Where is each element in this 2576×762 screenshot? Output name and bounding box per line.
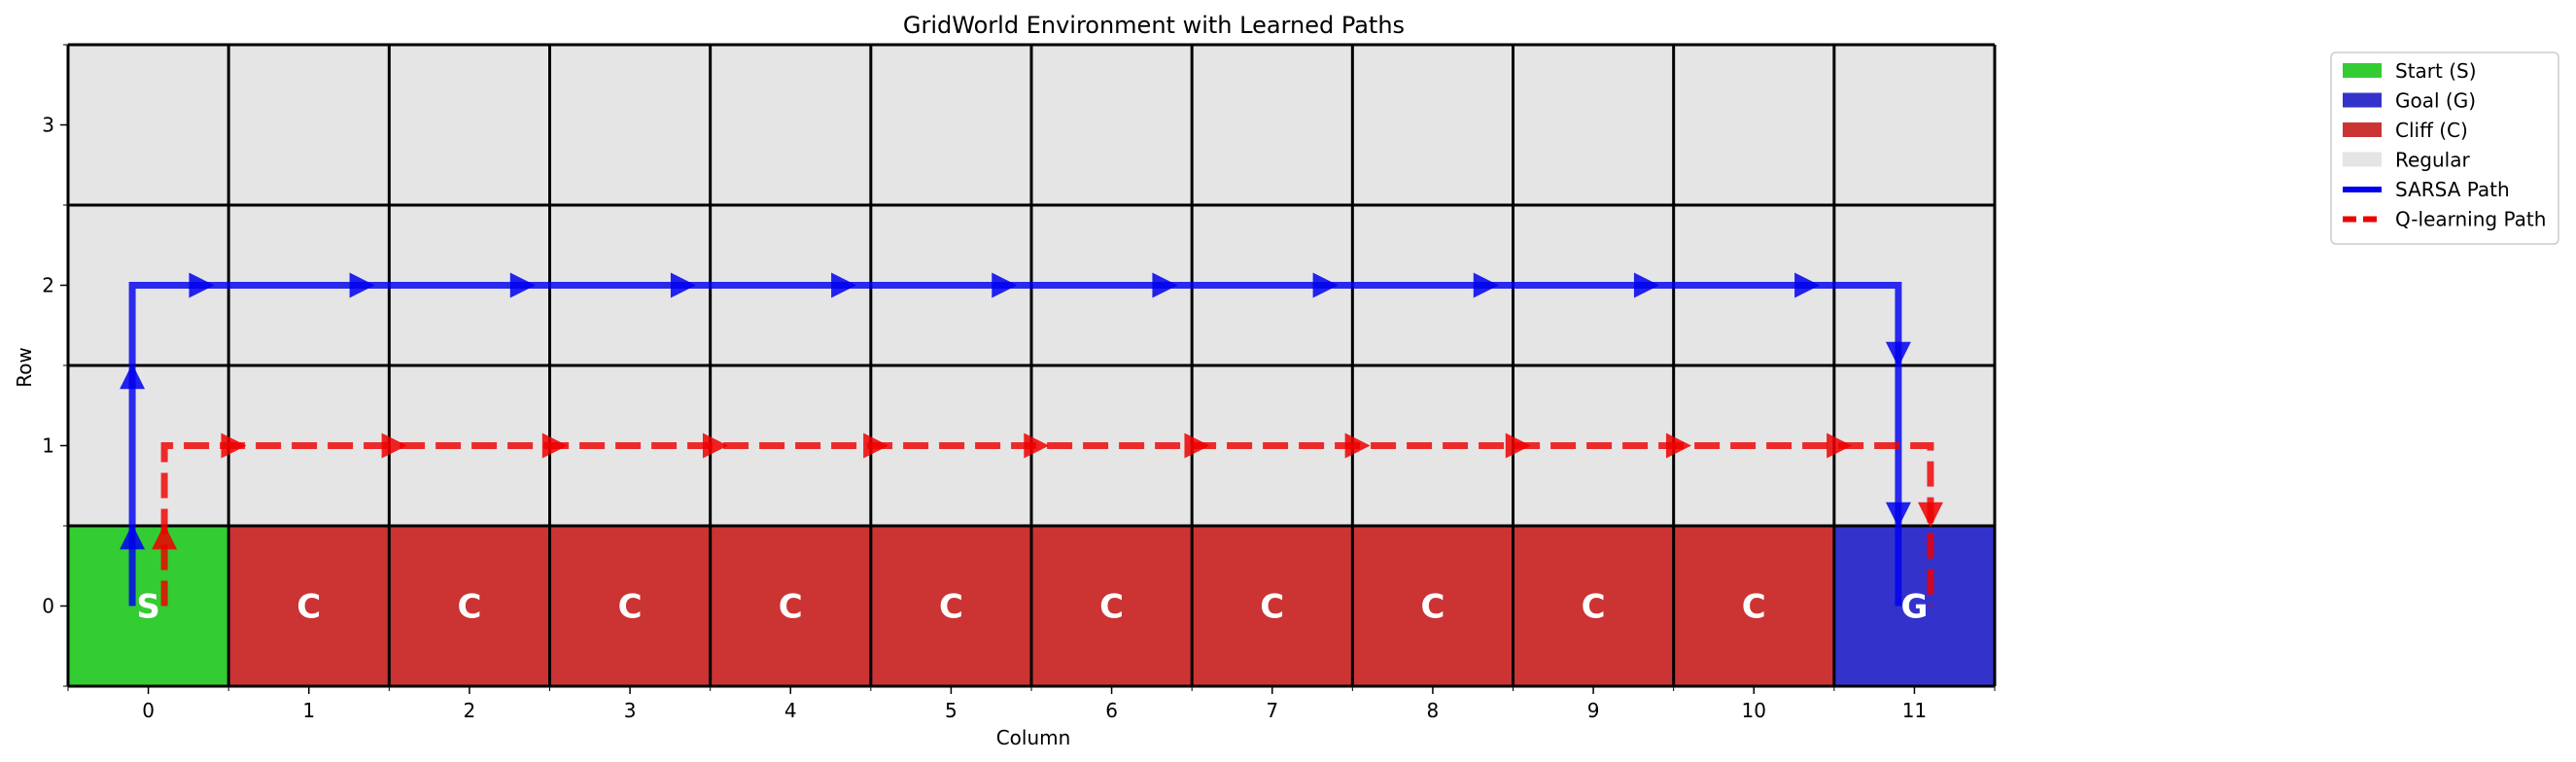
legend-swatch	[2343, 122, 2382, 137]
x-tick-label: 9	[1587, 699, 1600, 722]
q-learning-direction-arrow	[541, 433, 568, 459]
cliff-cell	[1192, 526, 1353, 686]
legend-label: Goal (G)	[2395, 89, 2476, 113]
q-learning-direction-arrow	[1344, 433, 1371, 459]
legend-label: Q-learning Path	[2395, 208, 2546, 231]
q-learning-direction-arrow	[863, 433, 889, 459]
q-learning-direction-arrow	[1505, 433, 1531, 459]
regular-cell	[389, 45, 550, 205]
cliff-cell	[549, 526, 711, 686]
sarsa-direction-arrow	[349, 272, 375, 298]
cliff-cell-label: C	[296, 588, 321, 627]
sarsa-direction-arrow	[1794, 272, 1821, 298]
cliff-cell-label: C	[939, 588, 963, 627]
regular-cell	[1513, 45, 1674, 205]
regular-cell	[1031, 45, 1193, 205]
cliff-cell	[1031, 526, 1193, 686]
legend: Start (S) Goal (G) Cliff (C) Regular SARSA P…	[2330, 52, 2559, 245]
regular-cell	[549, 45, 711, 205]
y-tick-label: 0	[42, 595, 54, 618]
x-tick-label: 1	[302, 699, 315, 722]
q-learning-direction-arrow	[221, 433, 247, 459]
sarsa-direction-arrow	[992, 272, 1018, 298]
sarsa-direction-arrow	[189, 272, 215, 298]
cliff-cell-label: C	[779, 588, 803, 627]
x-tick-label: 5	[945, 699, 957, 722]
legend-frame	[2330, 52, 2559, 245]
regular-cell	[68, 45, 229, 205]
legend-swatch	[2343, 63, 2382, 78]
x-tick-label: 3	[624, 699, 637, 722]
q-learning-direction-arrow	[1665, 433, 1691, 459]
q-learning-direction-arrow	[1184, 433, 1210, 459]
y-tick-label: 2	[42, 274, 54, 297]
sarsa-direction-arrow	[1312, 272, 1339, 298]
regular-cell	[870, 45, 1031, 205]
legend-swatch	[2343, 152, 2382, 167]
sarsa-direction-arrow	[120, 364, 146, 390]
regular-cell	[1352, 45, 1514, 205]
cliff-cell	[1673, 526, 1834, 686]
legend-label: SARSA Path	[2395, 178, 2510, 201]
cliff-cell-label: C	[1260, 588, 1284, 627]
regular-cell	[228, 45, 390, 205]
start-cell-label: S	[136, 588, 160, 627]
regular-cell	[1673, 45, 1834, 205]
sarsa-direction-arrow	[1473, 272, 1499, 298]
legend-label: Regular	[2395, 149, 2470, 172]
cliff-cell-label: C	[618, 588, 643, 627]
cliff-cell-label: C	[1420, 588, 1445, 627]
q-learning-direction-arrow	[1024, 433, 1050, 459]
x-tick-label: 7	[1266, 699, 1278, 722]
cliff-cell	[710, 526, 871, 686]
q-learning-direction-arrow	[1917, 502, 1943, 528]
cliff-cell	[1513, 526, 1674, 686]
sarsa-direction-arrow	[1633, 272, 1659, 298]
x-tick-label: 8	[1427, 699, 1440, 722]
cliff-cell-label: C	[1582, 588, 1606, 627]
sarsa-direction-arrow	[831, 272, 857, 298]
cliff-cell-label: C	[457, 588, 481, 627]
legend-label: Start (S)	[2395, 59, 2477, 83]
x-tick-label: 6	[1105, 699, 1118, 722]
goal-cell	[1833, 526, 1995, 686]
cliff-cell-label: C	[1742, 588, 1766, 627]
x-tick-label: 0	[142, 699, 155, 722]
x-tick-label: 11	[1902, 699, 1927, 722]
regular-cell	[1833, 45, 1995, 205]
y-axis-label: Row	[13, 347, 36, 388]
start-cell	[68, 526, 229, 686]
q-learning-direction-arrow	[381, 433, 407, 459]
cliff-cell-label: C	[1099, 588, 1124, 627]
y-tick-label: 1	[42, 434, 54, 458]
x-tick-label: 4	[784, 699, 797, 722]
y-tick-label: 3	[42, 114, 54, 137]
sarsa-direction-arrow	[120, 524, 146, 550]
cliff-cell	[870, 526, 1031, 686]
cliff-cell	[1352, 526, 1514, 686]
x-axis-label: Column	[996, 726, 1071, 749]
cliff-cell	[389, 526, 550, 686]
cliff-cell	[228, 526, 390, 686]
regular-cell	[1192, 45, 1353, 205]
chart-title: GridWorld Environment with Learned Paths	[903, 12, 1405, 39]
sarsa-direction-arrow	[1152, 272, 1178, 298]
x-tick-label: 2	[464, 699, 476, 722]
legend-label: Cliff (C)	[2395, 119, 2468, 142]
x-tick-label: 10	[1742, 699, 1766, 722]
regular-cell	[710, 45, 871, 205]
goal-cell-label: G	[1900, 588, 1928, 627]
legend-swatch	[2343, 92, 2382, 108]
sarsa-direction-arrow	[1885, 341, 1911, 367]
q-learning-direction-arrow	[152, 524, 178, 550]
q-learning-direction-arrow	[702, 433, 728, 459]
sarsa-direction-arrow	[1885, 502, 1911, 528]
q-learning-direction-arrow	[1827, 433, 1853, 459]
sarsa-direction-arrow	[509, 272, 536, 298]
sarsa-direction-arrow	[670, 272, 696, 298]
